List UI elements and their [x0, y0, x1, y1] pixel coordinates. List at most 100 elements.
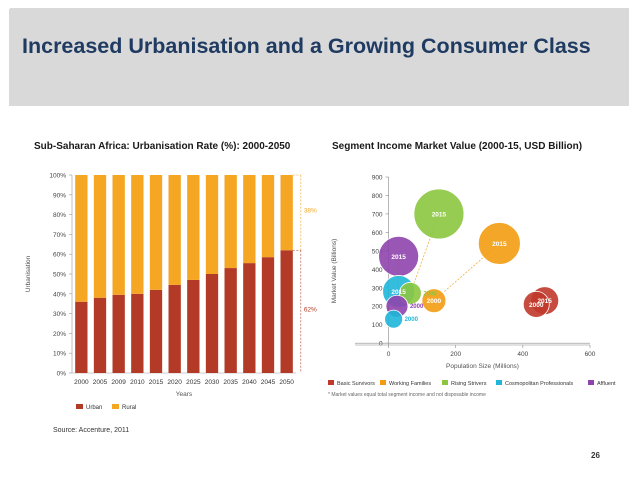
x-tick-label: 2035 — [223, 379, 238, 386]
bar-rural — [75, 175, 88, 302]
y-tick-label: 60% — [53, 252, 66, 259]
bar-urban — [280, 250, 293, 373]
y-tick-label: 500 — [372, 248, 383, 255]
legend-swatch — [496, 380, 502, 385]
x-tick-label: 2050 — [279, 379, 294, 386]
x-tick-label: 2020 — [167, 379, 182, 386]
bubble-label: 2015 — [391, 254, 406, 261]
bubble-label: 2000 — [405, 317, 419, 323]
bar-urban — [261, 257, 275, 373]
legend-label: Cosmopolitan Professionals — [505, 381, 573, 387]
bubble — [477, 222, 521, 265]
bar-urban — [149, 289, 163, 373]
bar-rural — [205, 175, 219, 274]
bubble — [413, 188, 465, 240]
bubble-label: 2000 — [427, 298, 442, 305]
bar-urban — [187, 279, 200, 373]
y-tick-label: 0% — [57, 371, 67, 378]
x-tick-label: 2045 — [261, 379, 276, 386]
bar-rural — [93, 175, 107, 298]
bar-rural — [280, 175, 293, 251]
legend-label: Basic Survivors — [337, 381, 375, 387]
y-tick-label: 300 — [372, 285, 383, 292]
y-tick-label: 30% — [53, 311, 66, 318]
legend-swatch-rural — [112, 404, 119, 409]
source-note: Source: Accenture, 2011 — [53, 427, 130, 434]
x-tick-label: 0 — [387, 351, 391, 358]
bar-chart-title: Sub-Saharan Africa: Urbanisation Rate (%… — [34, 141, 291, 152]
chart-footnote: * Market values equal total segment inco… — [328, 392, 486, 398]
page-number: 26 — [591, 451, 600, 460]
bar-rural — [224, 175, 237, 269]
x-tick-label: 2009 — [111, 379, 126, 386]
x-tick-label: 200 — [450, 351, 461, 358]
bubble — [522, 290, 550, 318]
x-axis-title: Population Size (Millions) — [446, 363, 519, 370]
x-tick-label: 2030 — [205, 379, 220, 386]
bubble-label: 2000 — [529, 302, 544, 309]
y-tick-label: 70% — [53, 232, 66, 239]
legend-label: Rising Strivers — [451, 381, 487, 387]
y-tick-label: 90% — [53, 192, 66, 199]
legend-label-urban: Urban — [86, 405, 102, 411]
bubble-label: 2015 — [537, 298, 552, 305]
slide-title: Increased Urbanisation and a Growing Con… — [22, 34, 591, 58]
legend-label-rural: Rural — [122, 405, 136, 411]
legend-swatch — [380, 380, 386, 385]
bar-urban — [75, 301, 88, 373]
bubble-label: 2000 — [410, 304, 424, 310]
y-axis-title: Urbanisation — [25, 255, 32, 292]
legend-swatch-urban — [76, 404, 83, 409]
bar-rural — [187, 175, 200, 280]
urbanisation-bar-chart: 0% 10% 20% 30% 40% 50% 60% 70% 80% 90% 100% 2000 200… — [25, 173, 317, 412]
bar-rural — [243, 175, 256, 264]
trajectory-line — [433, 243, 500, 301]
x-axis-title: Years — [176, 391, 193, 398]
y-tick-label: 600 — [372, 230, 383, 237]
bubble-chart-title: Segment Income Market Value (2000-15, US… — [332, 141, 583, 152]
legend-swatch — [588, 380, 594, 385]
y-tick-label: 700 — [372, 211, 383, 218]
y-tick-label: 10% — [53, 351, 66, 358]
bubble-label: 2015 — [492, 241, 507, 248]
y-tick-label: 100 — [372, 322, 383, 329]
x-tick-label: 600 — [585, 351, 596, 358]
y-tick-label: 50% — [53, 272, 66, 279]
bar-urban — [168, 284, 181, 373]
bar-urban — [205, 274, 219, 373]
bubble-label: 2015 — [391, 289, 406, 296]
x-tick-label: 2015 — [149, 379, 164, 386]
share-annotation: 62% — [304, 307, 317, 314]
bubble — [421, 288, 447, 314]
bubble-label: 2015 — [432, 211, 447, 218]
y-tick-label: 80% — [53, 212, 66, 219]
share-annotation: 38% — [304, 208, 317, 215]
x-tick-label: 2005 — [93, 379, 108, 386]
legend-swatch — [328, 380, 334, 385]
y-tick-label: 900 — [372, 175, 383, 182]
y-tick-label: 20% — [53, 331, 66, 338]
bar-urban — [243, 263, 256, 373]
x-tick-label: 2010 — [130, 379, 145, 386]
bar-rural — [131, 175, 144, 294]
market-value-bubble-chart: 0 100 200 300 400 500 600 700 800 900 0 200 400 600 20… — [328, 175, 616, 398]
bubble-label: 2000 — [423, 291, 437, 297]
legend-swatch — [442, 380, 448, 385]
legend-label: Working Families — [389, 381, 431, 387]
x-tick-label: 2025 — [186, 379, 201, 386]
y-tick-label: 100% — [49, 173, 66, 180]
y-tick-label: 0 — [379, 341, 383, 348]
y-tick-label: 800 — [372, 193, 383, 200]
x-tick-label: 2000 — [74, 379, 89, 386]
title-banner — [9, 8, 629, 106]
legend-label: Affluent — [597, 381, 616, 387]
bubble — [384, 309, 404, 329]
bar-rural — [261, 175, 275, 258]
bar-rural — [149, 175, 163, 290]
bar-urban — [93, 297, 107, 373]
x-tick-label: 400 — [517, 351, 528, 358]
corner-mark — [6, 5, 10, 9]
y-tick-label: 40% — [53, 291, 66, 298]
bar-urban — [112, 294, 125, 373]
bar-rural — [112, 175, 125, 295]
